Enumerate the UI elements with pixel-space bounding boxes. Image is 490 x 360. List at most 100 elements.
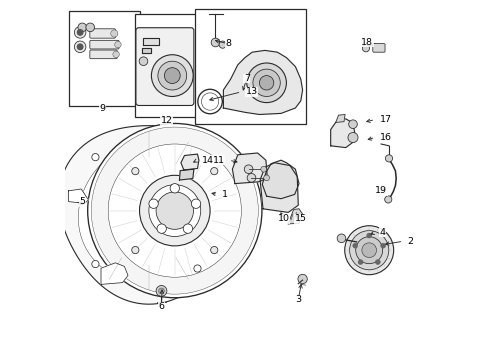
Circle shape xyxy=(156,285,167,296)
Circle shape xyxy=(170,184,179,193)
Circle shape xyxy=(298,274,307,284)
Polygon shape xyxy=(69,189,88,203)
Circle shape xyxy=(74,27,86,38)
Text: 18: 18 xyxy=(362,38,373,47)
FancyBboxPatch shape xyxy=(90,50,117,59)
Text: 4: 4 xyxy=(380,228,386,237)
Circle shape xyxy=(92,154,99,161)
Circle shape xyxy=(337,234,346,243)
Polygon shape xyxy=(59,126,234,304)
Circle shape xyxy=(247,63,286,103)
Circle shape xyxy=(78,23,87,32)
Text: 11: 11 xyxy=(213,156,224,165)
Circle shape xyxy=(362,243,376,257)
Circle shape xyxy=(264,175,270,181)
Circle shape xyxy=(77,30,83,35)
Circle shape xyxy=(253,69,280,96)
Circle shape xyxy=(348,132,358,143)
Polygon shape xyxy=(260,163,298,212)
Text: 14: 14 xyxy=(202,156,214,165)
Polygon shape xyxy=(78,140,212,281)
Circle shape xyxy=(356,237,383,264)
Circle shape xyxy=(91,127,258,294)
Circle shape xyxy=(151,55,193,96)
Polygon shape xyxy=(144,38,159,45)
Polygon shape xyxy=(288,209,303,224)
Circle shape xyxy=(108,144,242,277)
Circle shape xyxy=(211,247,218,254)
Circle shape xyxy=(77,44,83,50)
Polygon shape xyxy=(331,119,355,148)
Text: 17: 17 xyxy=(380,115,392,124)
Circle shape xyxy=(367,233,372,238)
Circle shape xyxy=(88,123,262,298)
Circle shape xyxy=(386,155,392,162)
Polygon shape xyxy=(262,160,299,199)
Circle shape xyxy=(192,199,201,208)
Text: 2: 2 xyxy=(408,237,414,246)
Circle shape xyxy=(381,243,386,248)
Circle shape xyxy=(211,167,218,175)
Circle shape xyxy=(157,224,167,233)
Circle shape xyxy=(219,41,226,48)
Circle shape xyxy=(353,243,358,248)
Circle shape xyxy=(183,224,193,233)
Circle shape xyxy=(375,260,380,265)
Circle shape xyxy=(259,76,274,90)
Circle shape xyxy=(139,57,148,66)
Text: 9: 9 xyxy=(100,104,106,112)
Text: 5: 5 xyxy=(79,197,85,206)
Circle shape xyxy=(247,174,256,182)
Circle shape xyxy=(86,23,95,32)
Text: 16: 16 xyxy=(380,133,392,142)
Circle shape xyxy=(245,165,253,174)
Polygon shape xyxy=(181,154,199,170)
Circle shape xyxy=(164,68,180,84)
Circle shape xyxy=(198,89,222,114)
Text: 3: 3 xyxy=(295,295,301,304)
Circle shape xyxy=(350,231,389,270)
Text: 10: 10 xyxy=(278,214,290,223)
Polygon shape xyxy=(223,50,303,114)
Circle shape xyxy=(345,226,393,275)
Circle shape xyxy=(132,247,139,254)
Text: 1: 1 xyxy=(222,190,228,199)
Circle shape xyxy=(261,166,267,172)
Polygon shape xyxy=(179,169,194,180)
Polygon shape xyxy=(101,263,128,284)
Text: 19: 19 xyxy=(375,186,387,195)
Circle shape xyxy=(201,93,219,110)
Circle shape xyxy=(149,199,158,208)
Circle shape xyxy=(385,196,392,203)
Polygon shape xyxy=(143,48,151,53)
Circle shape xyxy=(92,260,99,267)
FancyBboxPatch shape xyxy=(90,40,119,49)
Circle shape xyxy=(132,167,139,175)
Text: 15: 15 xyxy=(295,214,307,223)
Polygon shape xyxy=(232,153,268,184)
Circle shape xyxy=(140,175,210,246)
Text: 12: 12 xyxy=(161,116,172,125)
Circle shape xyxy=(358,260,363,265)
FancyBboxPatch shape xyxy=(90,29,116,38)
Text: 13: 13 xyxy=(245,87,258,96)
Bar xyxy=(69,11,140,106)
Circle shape xyxy=(74,41,86,53)
Circle shape xyxy=(113,51,120,58)
Circle shape xyxy=(111,30,118,37)
Circle shape xyxy=(159,288,164,294)
Circle shape xyxy=(158,61,187,90)
Circle shape xyxy=(194,265,201,272)
FancyBboxPatch shape xyxy=(373,44,385,52)
Circle shape xyxy=(115,41,121,48)
Circle shape xyxy=(156,192,194,229)
Circle shape xyxy=(211,38,220,47)
FancyBboxPatch shape xyxy=(136,28,194,105)
Polygon shape xyxy=(336,114,345,122)
Circle shape xyxy=(363,45,369,52)
Text: 6: 6 xyxy=(158,302,165,311)
Text: 8: 8 xyxy=(226,40,232,49)
Text: 7: 7 xyxy=(244,74,250,83)
Bar xyxy=(135,14,198,117)
Bar xyxy=(195,9,306,124)
